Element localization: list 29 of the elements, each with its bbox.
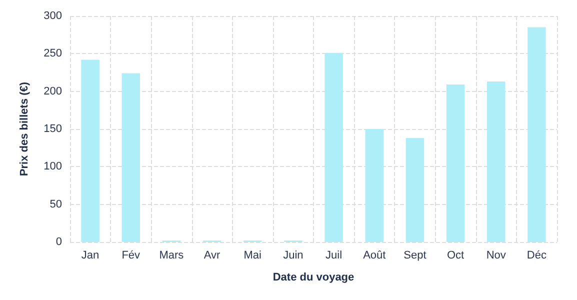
y-tick-label: 100	[44, 160, 62, 173]
x-tick-label: Juin	[283, 250, 304, 262]
x-tick-label: Avr	[204, 250, 221, 262]
x-tick-label: Juil	[326, 250, 342, 262]
x-tick-label: Oct	[446, 250, 464, 262]
y-tick-label: 300	[44, 10, 62, 22]
x-tick-label: Jan	[81, 250, 100, 262]
y-tick-label: 150	[44, 123, 62, 135]
bar	[486, 82, 506, 242]
x-tick-label: Sept	[404, 250, 426, 262]
y-tick-label: 50	[50, 198, 62, 210]
x-tick-label: Fév	[122, 250, 141, 262]
x-axis-title: Date du voyage	[272, 272, 354, 284]
bar	[365, 129, 384, 242]
bar	[122, 73, 140, 242]
y-tick-label: 250	[44, 48, 62, 60]
x-tick-label: Mai	[244, 250, 262, 262]
y-tick-label: 0	[56, 236, 62, 248]
y-axis-title: Prix des billets (€)	[18, 82, 30, 176]
bar	[528, 27, 546, 242]
bar	[406, 138, 424, 242]
bar	[324, 52, 343, 242]
bar	[446, 84, 465, 242]
bar	[81, 60, 100, 242]
x-tick-label: Déc	[526, 250, 547, 262]
x-tick-label: Nov	[486, 250, 506, 262]
y-tick-label: 200	[44, 85, 62, 98]
x-tick-label: Mars	[159, 250, 184, 262]
x-tick-label: Août	[363, 250, 386, 262]
